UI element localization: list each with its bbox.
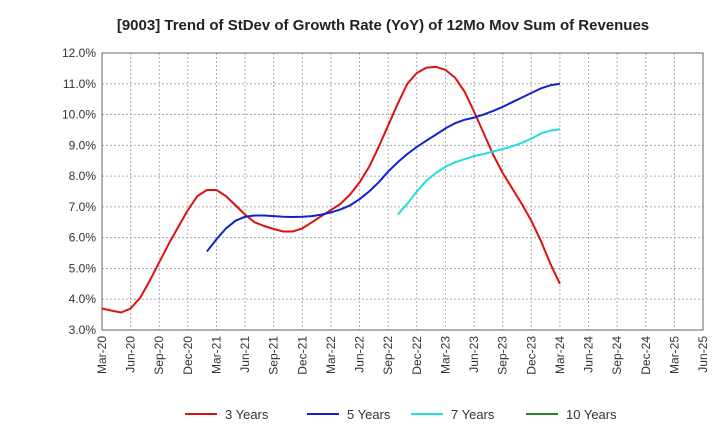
legend-label-1: 5 Years: [347, 407, 391, 422]
x-tick-label: Jun-20: [124, 336, 138, 373]
y-tick-label: 12.0%: [62, 46, 96, 60]
x-tick-label: Dec-22: [410, 336, 424, 375]
y-tick-label: 6.0%: [69, 231, 97, 245]
plot-area: [101, 52, 704, 331]
x-tick-label: Sep-24: [610, 336, 624, 375]
series-line-1: [206, 82, 561, 253]
y-tick-label: 11.0%: [63, 77, 96, 91]
chart-title: [9003] Trend of StDev of Growth Rate (Yo…: [117, 17, 649, 34]
y-tick-label: 5.0%: [69, 261, 97, 275]
x-tick-label: Jun-22: [353, 336, 367, 373]
series-line-2: [396, 128, 561, 216]
y-tick-label: 10.0%: [62, 108, 96, 122]
legend-label-0: 3 Years: [225, 407, 269, 422]
x-tick-label: Mar-21: [209, 336, 223, 374]
series-lines: [101, 65, 561, 314]
y-axis: 3.0% 4.0% 5.0% 6.0% 7.0% 8.0% 9.0% 10.0% 11.0% 12…: [62, 46, 96, 337]
series-line-0: [101, 65, 561, 314]
x-tick-label: Sep-23: [496, 336, 510, 375]
y-tick-label: 4.0%: [69, 292, 97, 306]
x-tick-label: Jun-25: [696, 336, 710, 373]
x-tick-label: Dec-23: [524, 336, 538, 375]
x-tick-label: Mar-25: [667, 336, 681, 374]
x-tick-label: Dec-21: [295, 336, 309, 375]
x-tick-label: Mar-23: [438, 336, 452, 374]
x-tick-label: Mar-24: [553, 336, 567, 374]
x-tick-label: Jun-21: [238, 336, 252, 373]
x-tick-label: Mar-22: [324, 336, 338, 374]
x-tick-label: Sep-20: [152, 336, 166, 375]
x-axis: Mar-20 Jun-20 Sep-20 Dec-20 Mar-21 Jun-21 Sep-…: [95, 336, 710, 375]
x-tick-label: Sep-22: [381, 336, 395, 375]
y-tick-label: 3.0%: [69, 323, 97, 337]
x-tick-label: Sep-21: [267, 336, 281, 375]
y-tick-label: 9.0%: [69, 138, 97, 152]
x-tick-label: Mar-20: [95, 336, 109, 374]
legend-label-2: 7 Years: [451, 407, 495, 422]
legend-label-3: 10 Years: [566, 407, 617, 422]
x-tick-label: Dec-24: [639, 336, 653, 375]
x-tick-label: Dec-20: [181, 336, 195, 375]
x-tick-label: Jun-23: [467, 336, 481, 373]
x-tick-label: Jun-24: [582, 336, 596, 373]
y-tick-label: 8.0%: [69, 169, 97, 183]
y-tick-label: 7.0%: [69, 200, 97, 214]
legend: 3 Years 5 Years 7 Years 10 Years: [185, 407, 617, 422]
